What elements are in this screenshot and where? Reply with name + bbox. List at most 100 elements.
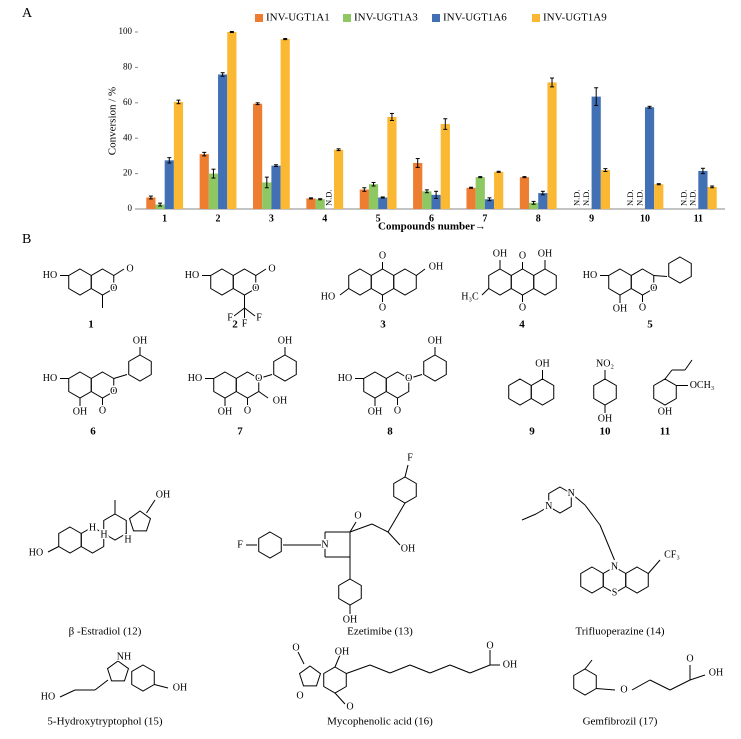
compound-label: 2 — [232, 319, 238, 331]
atom-label: OH — [503, 659, 517, 670]
bond — [113, 268, 125, 276]
atom-label: CF₃ — [664, 549, 680, 560]
bond — [255, 268, 267, 276]
atom-label: O — [126, 263, 133, 274]
atom-label: OH — [133, 335, 147, 346]
bond — [387, 531, 401, 546]
compound-label: 11 — [660, 426, 670, 438]
ring — [530, 378, 555, 406]
atom-label: N — [611, 561, 618, 572]
ring — [103, 513, 127, 541]
bond — [113, 374, 128, 379]
atom-label: OCH₃ — [690, 380, 715, 391]
ring — [668, 256, 692, 284]
atom-label: O — [394, 405, 401, 416]
ring — [128, 510, 152, 532]
atom-label: O — [650, 283, 657, 294]
bar — [529, 202, 539, 209]
bar — [654, 184, 664, 209]
atom-label: O — [405, 373, 412, 384]
bar — [378, 197, 388, 209]
bond — [409, 664, 431, 674]
ring — [106, 660, 130, 682]
compound-label: Ezetimibe (13) — [347, 626, 413, 638]
ring — [608, 268, 632, 296]
atom-label: O — [519, 250, 526, 261]
bond — [349, 521, 357, 533]
compound-label: 6 — [90, 426, 96, 438]
atom-label: F — [237, 539, 243, 550]
atom-label: OH — [538, 248, 552, 259]
bond — [689, 674, 706, 681]
compound-label: 8 — [387, 426, 393, 438]
ring — [370, 268, 395, 296]
atom-label: F — [242, 318, 248, 329]
ring — [593, 378, 617, 406]
bond — [521, 513, 537, 521]
atom-label: H — [124, 534, 131, 545]
ring — [653, 378, 677, 406]
atom-label: O — [292, 642, 299, 653]
atom-label: H — [89, 522, 96, 533]
bar — [199, 154, 209, 209]
bond — [349, 523, 373, 533]
data-label: N.D. — [688, 189, 698, 206]
bond — [429, 664, 451, 674]
bar — [494, 171, 504, 209]
x-tick-label: 2 — [216, 213, 221, 224]
x-tick-label: 9 — [589, 213, 594, 224]
ring — [258, 531, 282, 559]
x-tick-label: 10 — [640, 213, 650, 224]
data-label: N.D. — [323, 189, 333, 206]
bond — [649, 679, 671, 691]
atom-label: O — [379, 250, 386, 261]
x-tick-label: 11 — [694, 213, 703, 224]
atom-label: OH — [343, 614, 357, 625]
atom-label: O — [110, 386, 117, 397]
atom-label: HO — [41, 691, 55, 702]
bond — [389, 664, 411, 674]
atom-label: O — [346, 701, 353, 712]
atom-label: F — [227, 312, 233, 323]
atom-label: O — [110, 283, 117, 294]
atom-label: OH — [493, 248, 507, 259]
bond — [154, 684, 169, 689]
bond — [584, 659, 593, 670]
atom-label: O — [354, 510, 361, 521]
bar — [271, 165, 281, 209]
atom-label: HO — [583, 270, 597, 281]
atom-label: OH — [218, 406, 232, 417]
legend-label: INV-UGT1A9 — [543, 12, 607, 24]
atom-label: OH — [658, 406, 672, 417]
atom-label: OH — [173, 682, 187, 693]
compound-label: 1 — [88, 319, 94, 331]
atom-label: OH — [156, 489, 170, 500]
ring — [580, 566, 604, 594]
legend-label: INV-UGT1A6 — [443, 12, 507, 24]
ring — [338, 578, 362, 606]
bar — [359, 189, 369, 209]
atom-label: N — [568, 488, 575, 499]
bar — [591, 96, 601, 209]
compound-label: β -Estradiol (12) — [69, 626, 142, 638]
legend-swatch — [432, 14, 440, 22]
bond — [369, 664, 391, 674]
bar — [644, 107, 655, 209]
bond — [684, 359, 693, 371]
atom-label: HO — [29, 547, 43, 558]
bond — [408, 374, 423, 379]
bar — [368, 184, 379, 209]
legend-swatch — [532, 14, 540, 22]
ring — [273, 354, 297, 382]
legend-swatch — [343, 14, 351, 22]
bond — [371, 523, 389, 533]
atom-label: OH — [535, 358, 549, 369]
atom-label: O — [620, 684, 627, 695]
atom-label: O — [99, 405, 106, 416]
data-label: N.D. — [625, 189, 635, 206]
bar — [600, 170, 610, 209]
atom-label: F — [256, 312, 262, 323]
bond — [449, 664, 471, 674]
bond — [669, 679, 691, 691]
bar — [333, 149, 344, 209]
